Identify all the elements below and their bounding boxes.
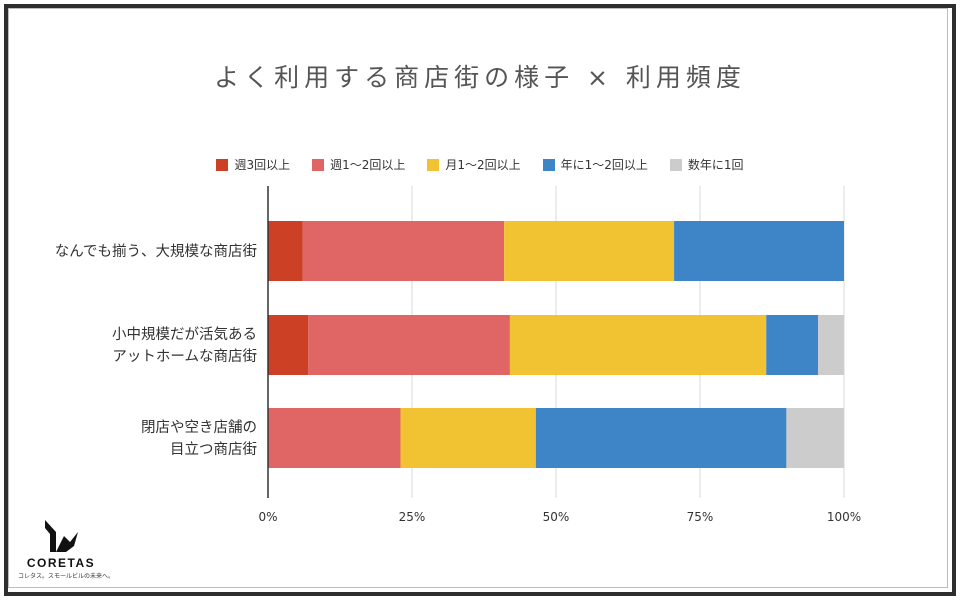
bar-segment: [400, 408, 536, 468]
bar-segment: [504, 221, 675, 281]
legend-item: 数年に1回: [669, 156, 744, 173]
logo-wordmark: CORETAS: [26, 556, 96, 570]
coretas-logo: CORETAS コレタス。スモールビルの未来へ。: [18, 518, 115, 580]
coretas-logo-mark-icon: [45, 520, 78, 552]
legend-swatch: [312, 158, 325, 171]
legend-swatch: [216, 158, 229, 171]
bar-segment: [786, 408, 844, 468]
x-tick-label: 50%: [543, 510, 570, 524]
x-tick-label: 75%: [687, 510, 714, 524]
bar-segment: [302, 221, 505, 281]
bar-segment: [268, 221, 303, 281]
bar-segment: [268, 408, 401, 468]
bar-segment: [766, 315, 819, 375]
x-tick-label: 0%: [258, 510, 277, 524]
x-tick-label: 25%: [399, 510, 426, 524]
legend-label: 数年に1回: [687, 158, 744, 172]
chart-frame: [4, 4, 956, 596]
legend-swatch: [427, 158, 440, 171]
bar-segment: [308, 315, 510, 375]
legend-item: 年に1～2回以上: [542, 156, 648, 173]
bar-segment: [535, 408, 787, 468]
bar-segment: [674, 221, 844, 281]
x-tick-label: 100%: [827, 510, 861, 524]
bar-segment: [509, 315, 767, 375]
y-category-label: 目立つ商店街: [170, 441, 257, 458]
y-category-label: なんでも揃う、大規模な商店街: [55, 243, 257, 260]
y-category-label: アットホームな商店街: [112, 348, 257, 365]
legend-label: 週3回以上: [234, 158, 291, 172]
bar-segment: [818, 315, 844, 375]
legend-swatch: [669, 158, 682, 171]
legend-label: 月1～2回以上: [445, 158, 521, 172]
chart-title: よく利用する商店街の様子 × 利用頻度: [214, 63, 746, 92]
legend-item: 週3回以上: [216, 156, 290, 173]
bar-segment: [268, 315, 309, 375]
legend-item: 月1～2回以上: [427, 156, 521, 173]
legend-label: 週1～2回以上: [330, 158, 406, 172]
y-category-label: 閉店や空き店舗の: [141, 419, 257, 436]
legend-swatch: [542, 158, 555, 171]
legend-label: 年に1～2回以上: [560, 158, 648, 172]
legend-item: 週1～2回以上: [312, 156, 405, 173]
y-category-label: 小中規模だが活気ある: [112, 326, 257, 343]
chart-legend: 週3回以上 週1～2回以上 月1～2回以上 年に1～2回以上 数年に1回: [0, 156, 960, 173]
logo-tagline: コレタス。スモールビルの未来へ。: [18, 573, 115, 580]
